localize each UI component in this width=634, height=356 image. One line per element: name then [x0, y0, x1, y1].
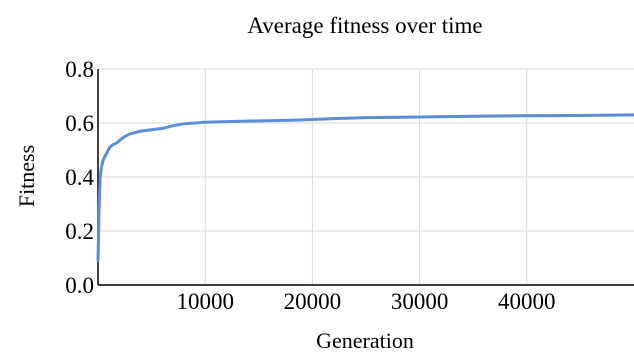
x-tick-label: 20000 — [284, 289, 342, 314]
chart-title: Average fitness over time — [247, 13, 482, 38]
x-tick-label: 30000 — [391, 289, 449, 314]
y-tick-label: 0.4 — [65, 165, 94, 190]
y-tick-label: 0.2 — [65, 219, 94, 244]
series-group — [96, 113, 634, 263]
grid-lines — [98, 68, 634, 285]
x-axis-label: Generation — [316, 328, 414, 353]
y-tick-label: 0.8 — [65, 57, 94, 82]
tick-labels: 0.0 0.2 0.4 0.6 0.8 10000 20000 30000 40000 — [65, 57, 555, 314]
x-tick-label: 40000 — [498, 289, 556, 314]
y-tick-label: 0.6 — [65, 111, 94, 136]
y-tick-label: 0.0 — [65, 273, 94, 298]
series-line-0 — [96, 113, 634, 263]
y-axis-label: Fitness — [14, 145, 39, 207]
x-tick-label: 10000 — [176, 289, 234, 314]
